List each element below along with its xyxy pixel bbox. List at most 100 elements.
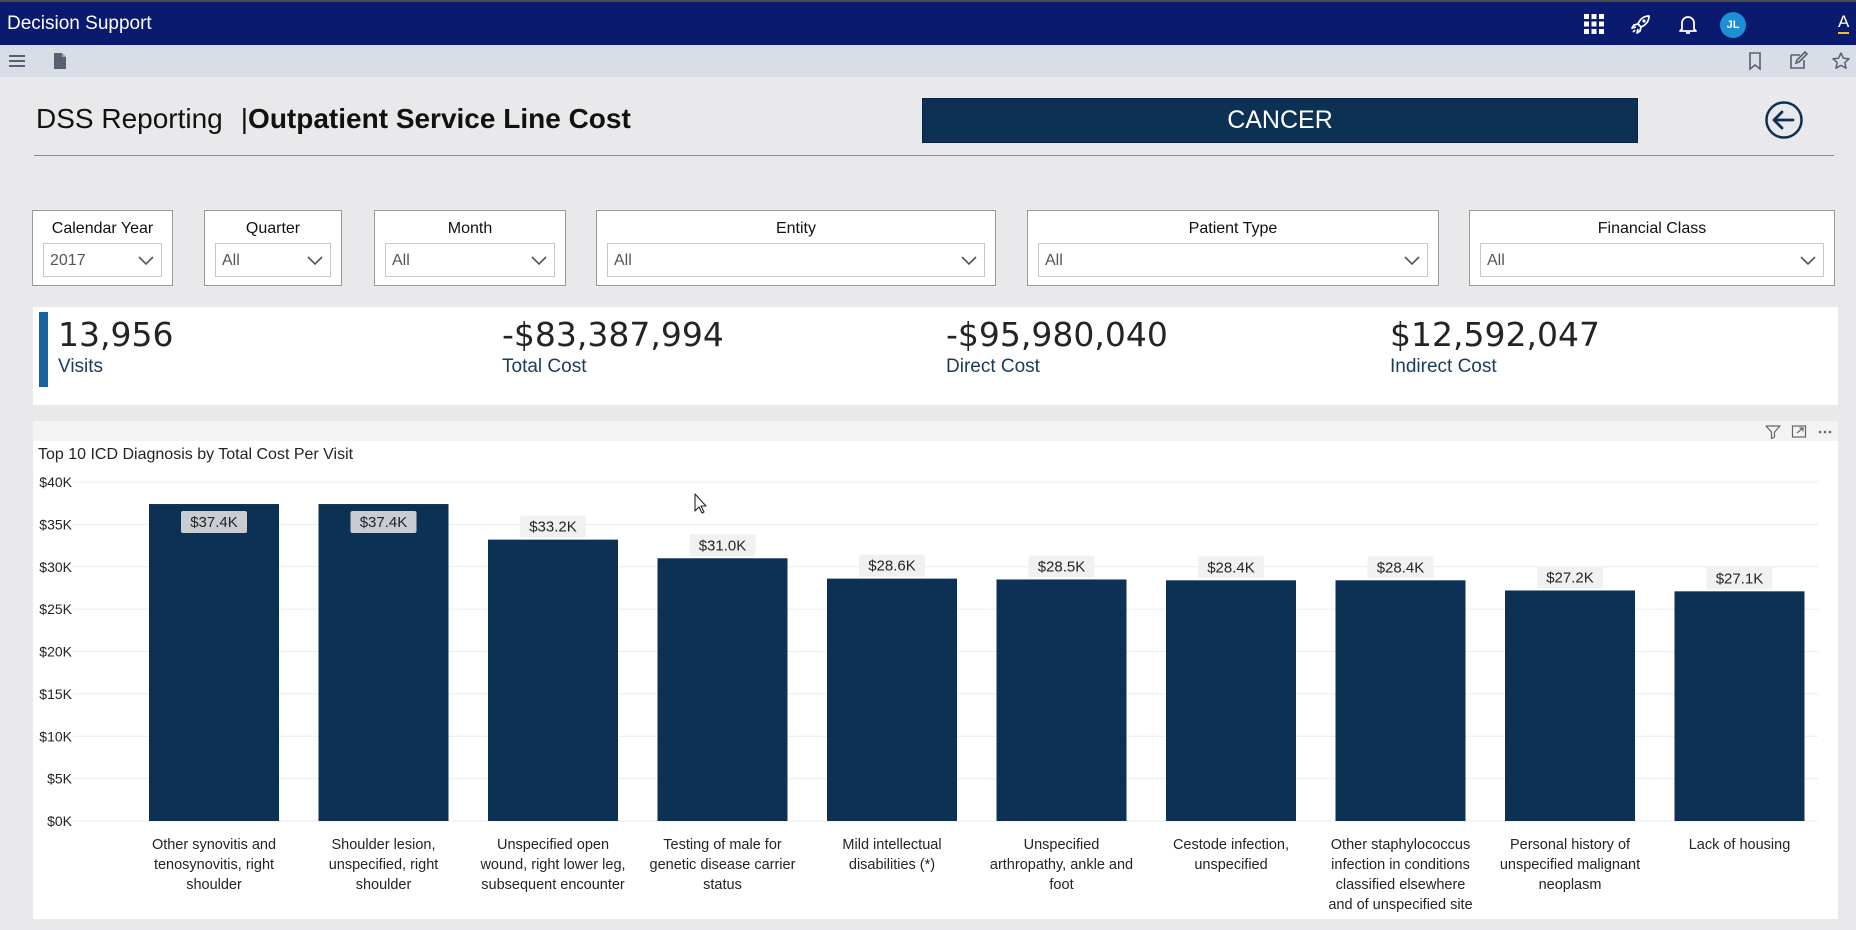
financial-class-dropdown[interactable]: All — [1480, 243, 1824, 277]
app-title: Decision Support — [7, 13, 152, 34]
slicer-value: All — [1487, 252, 1505, 269]
edit-icon[interactable] — [1788, 51, 1808, 71]
kpi-value: -$95,980,040 — [946, 315, 1168, 354]
kpi-card: 13,956 Visits -$83,387,994 Total Cost -$… — [33, 307, 1838, 405]
slicer-label: Month — [447, 220, 493, 237]
slicer-value: All — [392, 252, 410, 269]
quarter-dropdown[interactable]: All — [215, 243, 331, 277]
more-options-icon[interactable] — [1817, 424, 1833, 439]
x-category-label: subsequent encounter — [481, 877, 625, 893]
bar — [488, 539, 618, 821]
x-category-label: shoulder — [186, 877, 242, 893]
kpi-visits: 13,956 Visits — [58, 315, 173, 378]
y-tick-label: $30K — [39, 559, 72, 575]
rocket-icon[interactable] — [1629, 12, 1653, 36]
month-dropdown[interactable]: All — [385, 243, 555, 277]
y-tick-label: $40K — [39, 474, 72, 490]
visual-header — [33, 421, 1838, 441]
x-category-label: Mild intellectual — [842, 837, 941, 853]
x-category-label: Shoulder lesion, — [332, 837, 436, 853]
y-tick-label: $10K — [39, 728, 72, 744]
data-label: $27.1K — [1716, 570, 1764, 587]
x-category-label: Unspecified open — [497, 837, 609, 853]
calendar-year-dropdown[interactable]: 2017 — [43, 243, 162, 277]
x-category-label: genetic disease carrier — [650, 857, 796, 873]
page-icon[interactable] — [50, 51, 70, 71]
data-label-bg — [1367, 556, 1434, 579]
data-label: $33.2K — [529, 519, 577, 536]
data-label: $27.2K — [1546, 569, 1594, 586]
x-category-label: Personal history of — [1510, 837, 1631, 853]
notifications-bell-icon[interactable] — [1676, 12, 1700, 36]
data-label: $28.4K — [1377, 559, 1425, 576]
x-category-label: wound, right lower leg, — [479, 857, 625, 873]
hamburger-menu-icon[interactable] — [7, 51, 27, 71]
bar — [1505, 590, 1635, 821]
data-label-bg — [1706, 567, 1773, 590]
chevron-down-icon — [138, 256, 154, 266]
bar — [1335, 580, 1466, 821]
app-launcher-icon[interactable] — [1582, 12, 1606, 36]
slicer-label: Patient Type — [1188, 220, 1278, 237]
y-tick-label: $35K — [39, 516, 72, 532]
y-tick-label: $0K — [47, 813, 73, 829]
filter-icon[interactable] — [1765, 424, 1781, 439]
chevron-down-icon — [307, 256, 323, 266]
data-label: $31.0K — [699, 537, 747, 554]
focus-mode-icon[interactable] — [1791, 424, 1807, 439]
kpi-total-cost: -$83,387,994 Total Cost — [502, 315, 724, 378]
entity-dropdown[interactable]: All — [607, 243, 985, 277]
user-avatar[interactable]: JL — [1720, 12, 1746, 38]
kpi-accent-bar — [39, 312, 48, 387]
bar — [996, 579, 1127, 821]
slicer-label: Calendar Year — [51, 220, 154, 237]
slicer-financial-class: Financial Class All — [1469, 210, 1835, 286]
x-category-label: and of unspecified site — [1328, 897, 1472, 913]
data-label-bg — [1028, 555, 1095, 578]
slicer-quarter: Quarter All — [204, 210, 342, 286]
data-label-bg — [181, 511, 247, 534]
x-category-label: Cestode infection, — [1173, 837, 1289, 853]
data-label-bg — [859, 554, 925, 577]
bar — [1674, 591, 1805, 821]
kpi-value: 13,956 — [58, 315, 174, 354]
chevron-down-icon — [531, 256, 547, 266]
x-category-label: classified elsewhere — [1336, 877, 1466, 893]
bar — [318, 504, 449, 821]
slicer-label: Quarter — [245, 220, 301, 237]
page-title: DSS Reporting |Outpatient Service Line Co… — [36, 103, 631, 135]
app-bar-edge-text[interactable]: A — [1838, 12, 1850, 34]
back-arrow-icon[interactable] — [1764, 100, 1804, 140]
x-category-label: Testing of male for — [663, 837, 782, 853]
kpi-label: Indirect Cost — [1390, 356, 1497, 377]
slicer-calendar-year: Calendar Year 2017 — [32, 210, 173, 286]
bar — [827, 578, 957, 821]
slicer-value: 2017 — [50, 252, 86, 269]
bookmark-icon[interactable] — [1745, 51, 1765, 71]
data-label: $37.4K — [360, 514, 408, 531]
data-label: $28.6K — [868, 558, 916, 575]
y-tick-label: $20K — [39, 644, 72, 660]
data-label-bg — [350, 511, 417, 534]
kpi-label: Total Cost — [502, 356, 587, 377]
x-category-label: unspecified malignant — [1500, 857, 1640, 873]
x-category-label: neoplasm — [1539, 877, 1602, 893]
x-category-label: shoulder — [356, 877, 412, 893]
bar — [1166, 580, 1296, 821]
data-label: $28.4K — [1207, 559, 1255, 576]
data-label: $37.4K — [190, 514, 238, 531]
x-category-label: Other staphylococcus — [1331, 837, 1470, 853]
slicer-label: Financial Class — [1597, 220, 1707, 237]
chevron-down-icon — [961, 256, 977, 266]
x-category-label: unspecified — [1194, 857, 1267, 873]
x-category-label: disabilities (*) — [849, 857, 935, 873]
patient-type-dropdown[interactable]: All — [1038, 243, 1428, 277]
favorite-star-icon[interactable] — [1831, 51, 1851, 71]
y-tick-label: $15K — [39, 686, 72, 702]
bar — [149, 504, 279, 821]
page-title-main: Outpatient Service Line Cost — [248, 103, 631, 134]
kpi-label: Visits — [58, 356, 104, 377]
app-bar: Decision Support JL A — [0, 0, 1856, 45]
data-label-bg — [1537, 566, 1603, 589]
header-divider — [34, 155, 1834, 156]
